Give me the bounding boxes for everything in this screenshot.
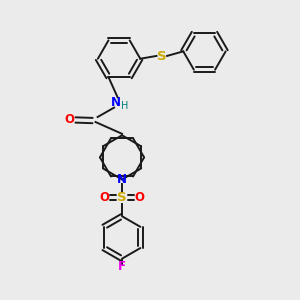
Text: S: S (157, 50, 166, 63)
Text: N: N (117, 173, 127, 186)
Text: O: O (99, 191, 110, 204)
Text: O: O (135, 191, 145, 204)
Text: O: O (64, 113, 74, 127)
Text: H: H (121, 101, 128, 111)
Text: S: S (117, 191, 127, 204)
Text: N: N (111, 96, 121, 109)
Text: F: F (118, 260, 126, 273)
